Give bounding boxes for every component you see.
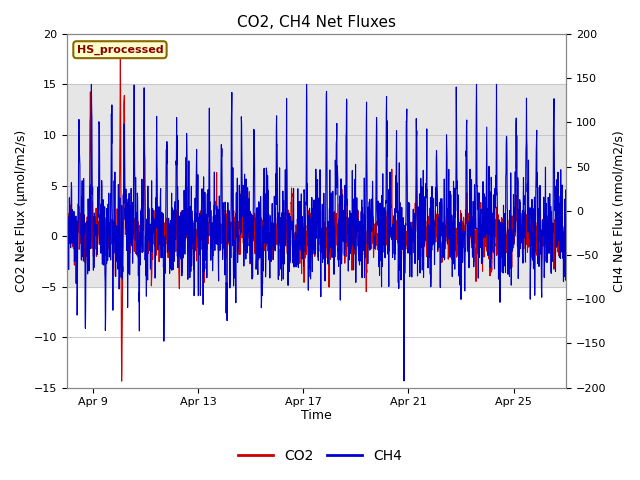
Bar [67, 84, 566, 287]
Legend: CO2, CH4: CO2, CH4 [232, 443, 408, 468]
Text: HS_processed: HS_processed [77, 45, 163, 55]
Y-axis label: CH4 Net Flux (nmol/m2/s): CH4 Net Flux (nmol/m2/s) [612, 130, 625, 292]
Y-axis label: CO2 Net Flux (μmol/m2/s): CO2 Net Flux (μmol/m2/s) [15, 130, 28, 292]
X-axis label: Time: Time [301, 409, 332, 422]
Title: CO2, CH4 Net Fluxes: CO2, CH4 Net Fluxes [237, 15, 396, 30]
